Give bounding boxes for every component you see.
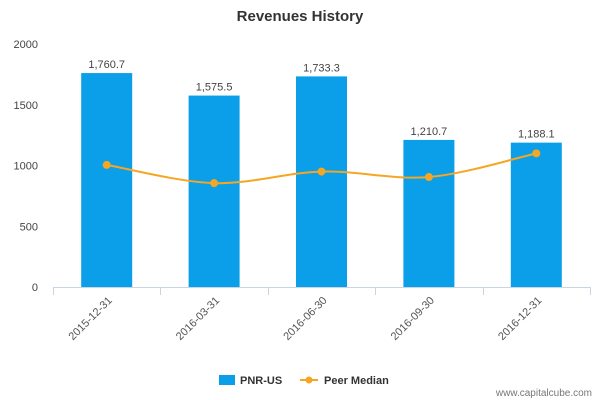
x-axis: 2015-12-31 2016-03-31 2016-06-30 2016-09-30… xyxy=(53,287,591,343)
chart-title: Revenues History xyxy=(237,8,364,25)
y-tick-label: 1000 xyxy=(14,161,38,173)
x-tick-label: 2016-06-30 xyxy=(281,295,329,343)
x-tick-label: 2016-09-30 xyxy=(389,295,437,343)
peer-median-point-2016-03-31 xyxy=(210,179,219,188)
peer-median-point-2016-06-30 xyxy=(317,167,326,176)
bar-series-pnr-us xyxy=(81,73,562,287)
legend-label-pnr-us: PNR-US xyxy=(240,375,282,387)
bar-2016-06-30 xyxy=(296,76,347,287)
bar-value-label: 1,210.7 xyxy=(411,126,448,138)
bar-2015-12-31 xyxy=(81,73,133,287)
line-series-peer-median xyxy=(102,149,541,188)
bar-value-label: 1,575.5 xyxy=(196,82,233,94)
y-tick-label: 0 xyxy=(32,282,38,294)
peer-median-point-2016-12-31 xyxy=(532,149,541,158)
watermark: www.capitalcube.com xyxy=(495,388,592,399)
bar-data-labels: 1,760.7 1,575.5 1,733.3 1,210.7 1,188.1 xyxy=(88,59,554,141)
x-tick-label: 2016-03-31 xyxy=(174,295,222,343)
y-axis: 0 500 1000 1500 2000 xyxy=(14,39,38,294)
x-tick-label: 2015-12-31 xyxy=(67,295,115,343)
x-tick-label: 2016-12-31 xyxy=(496,295,544,343)
bar-value-label: 1,760.7 xyxy=(88,59,125,71)
y-tick-label: 2000 xyxy=(14,39,38,51)
bar-2016-12-31 xyxy=(510,142,562,287)
legend: PNR-US Peer Median xyxy=(219,375,389,387)
peer-median-point-2015-12-31 xyxy=(102,160,111,169)
legend-swatch-pnr-us xyxy=(219,375,235,385)
y-tick-label: 500 xyxy=(20,221,38,233)
bar-2016-09-30 xyxy=(403,139,455,287)
y-tick-label: 1500 xyxy=(14,100,38,112)
bar-value-label: 1,188.1 xyxy=(518,129,555,141)
bar-value-label: 1,733.3 xyxy=(303,62,340,74)
peer-median-point-2016-09-30 xyxy=(424,173,433,182)
legend-label-peer-median: Peer Median xyxy=(324,375,389,387)
bar-2016-03-31 xyxy=(188,95,240,287)
legend-marker-peer-median xyxy=(305,376,313,384)
